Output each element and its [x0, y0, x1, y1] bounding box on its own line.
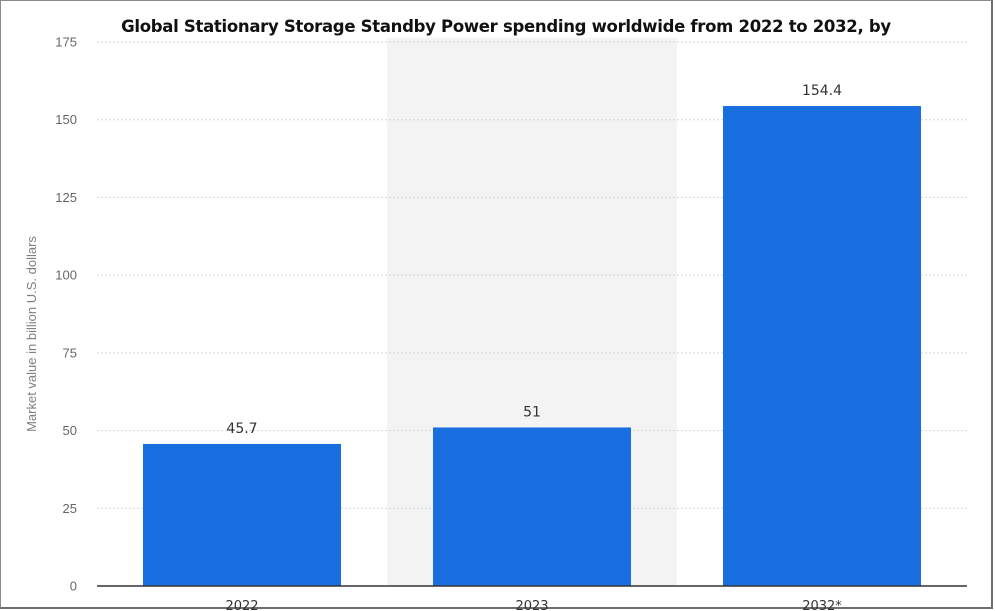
y-tick-label: 25 [63, 501, 77, 516]
y-axis-title: Market value in billion U.S. dollars [24, 236, 39, 432]
bar-layer [143, 106, 921, 587]
x-tick-label: 2032* [802, 599, 842, 611]
y-tick-label: 100 [55, 268, 77, 283]
y-tick-label: 125 [55, 190, 77, 205]
y-tick-label: 175 [55, 35, 77, 50]
data-label: 154.4 [802, 83, 842, 99]
x-tick-label: 2022 [225, 599, 258, 611]
y-tick-label: 0 [70, 579, 77, 594]
data-label-layer: 45.7 51 154.4 [226, 83, 842, 437]
y-tick-label-layer: 0 25 50 75 100 125 150 175 [55, 35, 77, 594]
data-label: 51 [523, 404, 541, 420]
bar [143, 443, 341, 586]
y-tick-label: 150 [55, 112, 77, 127]
x-tick-label-layer: 2022 2023 2032* [225, 599, 842, 611]
y-tick-label: 75 [63, 345, 77, 360]
x-tick-label: 2023 [515, 599, 548, 611]
bar [433, 427, 631, 586]
data-label: 45.7 [226, 421, 257, 437]
y-tick-label: 50 [63, 423, 77, 438]
bar [723, 106, 921, 587]
